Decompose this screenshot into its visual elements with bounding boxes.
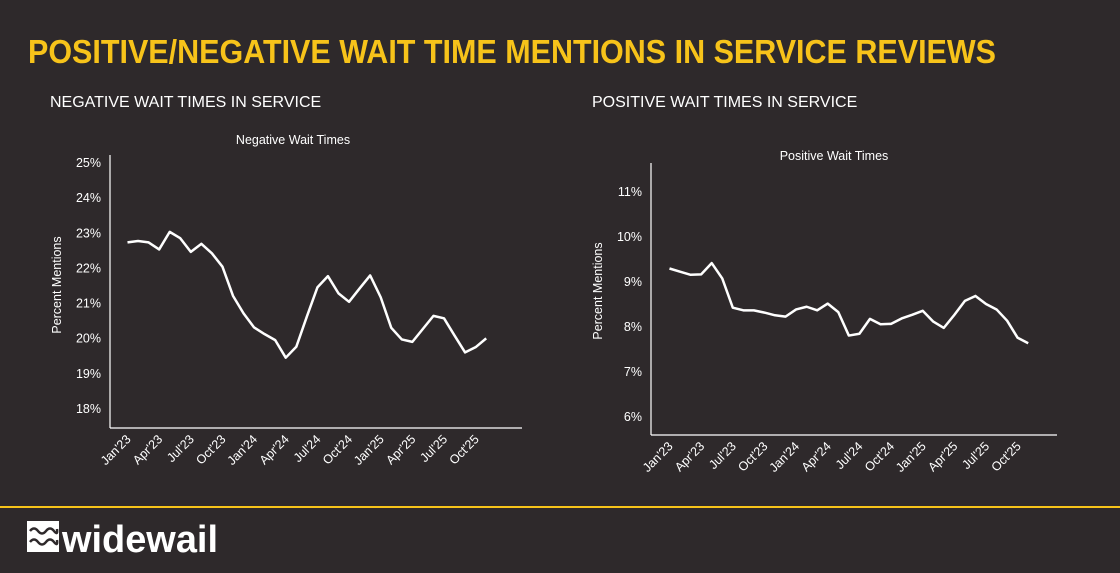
negative-x-tick-label: Jul'25 bbox=[417, 432, 450, 465]
negative-chart-title: Negative Wait Times bbox=[236, 133, 350, 147]
negative-section-title: NEGATIVE WAIT TIMES IN SERVICE bbox=[50, 94, 321, 111]
positive-section-title: POSITIVE WAIT TIMES IN SERVICE bbox=[592, 94, 857, 111]
widewail-logo-text: widewail bbox=[61, 519, 218, 561]
negative-y-tick-label: 19% bbox=[76, 367, 101, 381]
positive-x-tick-label: Oct'23 bbox=[735, 439, 770, 474]
positive-x-tick-label: Apr'25 bbox=[925, 439, 960, 474]
positive-chart-title: Positive Wait Times bbox=[780, 149, 889, 163]
positive-x-tick-label: Apr'23 bbox=[672, 439, 707, 474]
negative-y-tick-label: 18% bbox=[76, 402, 101, 416]
negative-y-tick-label: 21% bbox=[76, 297, 101, 311]
negative-y-tick-label: 24% bbox=[76, 191, 101, 205]
positive-y-tick-label: 8% bbox=[624, 320, 642, 334]
negative-series-line bbox=[127, 230, 487, 359]
negative-y-tick-label: 22% bbox=[76, 261, 101, 275]
positive-x-tick-label: Jul'23 bbox=[706, 439, 739, 472]
positive-series-line bbox=[669, 261, 1029, 345]
positive-chart: 6%7%8%9%10%11%Jan'23Apr'23Jul'23Oct'23Ja… bbox=[617, 163, 1057, 475]
positive-x-tick-label: Jan'24 bbox=[767, 439, 803, 475]
widewail-logo-icon bbox=[27, 521, 59, 552]
negative-x-tick-label: Apr'23 bbox=[130, 432, 165, 467]
negative-x-tick-label: Oct'23 bbox=[193, 432, 228, 467]
positive-x-tick-label: Jul'24 bbox=[833, 439, 866, 472]
positive-x-tick-label: Jan'23 bbox=[640, 439, 676, 475]
positive-y-axis-label: Percent Mentions bbox=[591, 242, 605, 339]
negative-x-tick-label: Apr'25 bbox=[383, 432, 418, 467]
page-title: POSITIVE/NEGATIVE WAIT TIME MENTIONS IN … bbox=[28, 33, 996, 70]
negative-x-tick-label: Jan'25 bbox=[351, 432, 387, 468]
negative-x-tick-label: Apr'24 bbox=[257, 432, 292, 467]
positive-y-tick-label: 9% bbox=[624, 275, 642, 289]
positive-y-tick-label: 7% bbox=[624, 365, 642, 379]
negative-y-axis-label: Percent Mentions bbox=[50, 236, 64, 333]
negative-y-tick-label: 20% bbox=[76, 332, 101, 346]
negative-x-tick-label: Oct'24 bbox=[320, 432, 355, 467]
negative-x-tick-label: Jul'24 bbox=[291, 432, 324, 465]
negative-x-tick-label: Oct'25 bbox=[447, 432, 482, 467]
positive-y-tick-label: 6% bbox=[624, 410, 642, 424]
positive-x-tick-label: Apr'24 bbox=[799, 439, 834, 474]
positive-x-tick-label: Oct'25 bbox=[989, 439, 1024, 474]
negative-x-tick-label: Jul'23 bbox=[164, 432, 197, 465]
positive-x-tick-label: Oct'24 bbox=[862, 439, 897, 474]
positive-y-tick-label: 11% bbox=[618, 185, 642, 199]
negative-chart: 18%19%20%21%22%23%24%25%Jan'23Apr'23Jul'… bbox=[76, 155, 522, 468]
negative-x-tick-label: Jan'23 bbox=[98, 432, 134, 468]
negative-y-tick-label: 25% bbox=[76, 156, 101, 170]
negative-y-tick-label: 23% bbox=[76, 226, 101, 240]
positive-x-tick-label: Jul'25 bbox=[959, 439, 992, 472]
positive-y-tick-label: 10% bbox=[617, 230, 642, 244]
positive-x-tick-label: Jan'25 bbox=[893, 439, 929, 475]
negative-x-tick-label: Jan'24 bbox=[225, 432, 261, 468]
